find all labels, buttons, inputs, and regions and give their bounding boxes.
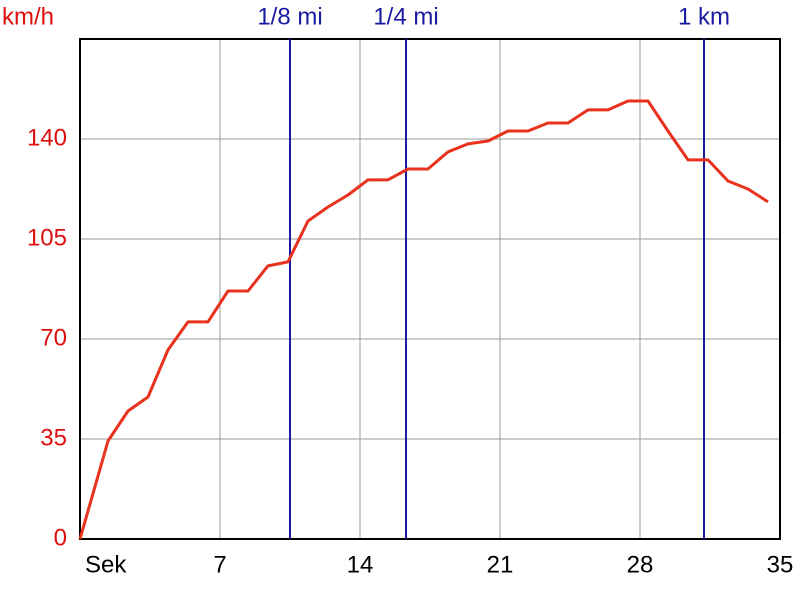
x-tick-label: 28 xyxy=(627,551,654,578)
x-tick-label: 14 xyxy=(347,551,374,578)
y-tick-label: 70 xyxy=(40,324,67,351)
x-tick-label: 21 xyxy=(487,551,514,578)
x-tick-label: Sek xyxy=(85,551,127,578)
y-tick-label: 0 xyxy=(54,524,67,551)
data-line xyxy=(78,99,769,540)
x-tick-label: 35 xyxy=(767,551,794,578)
marker-label: 1/8 mi xyxy=(257,3,322,30)
y-tick-label: 35 xyxy=(40,424,67,451)
x-tick-label: 7 xyxy=(213,551,226,578)
plot-frame xyxy=(79,38,781,540)
y-axis-label: km/h xyxy=(2,3,54,30)
y-tick-label: 105 xyxy=(27,224,67,251)
marker-label: 1 km xyxy=(678,3,730,30)
marker-label: 1/4 mi xyxy=(373,3,438,30)
y-tick-label: 140 xyxy=(27,124,67,151)
